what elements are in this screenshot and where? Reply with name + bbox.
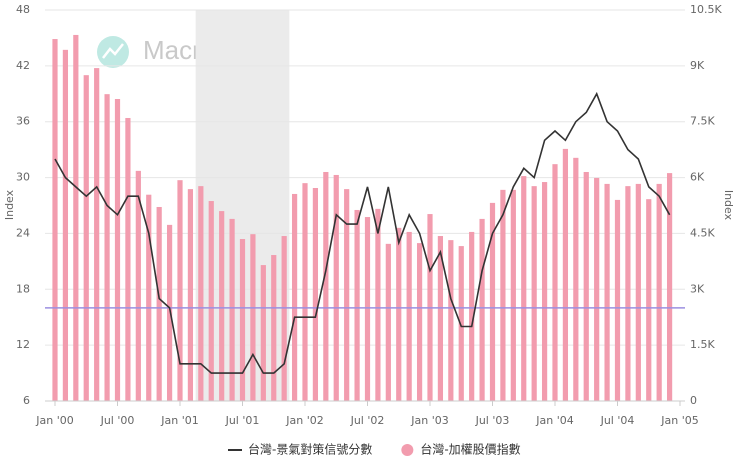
bar xyxy=(104,94,110,402)
bar xyxy=(385,243,391,401)
bar xyxy=(656,183,662,401)
legend-swatch xyxy=(401,444,414,456)
legend: 台灣-景氣對策信號分數 台灣-加權股價指數 xyxy=(228,442,521,457)
bar xyxy=(594,177,600,401)
y-axis-title: Index xyxy=(3,189,16,220)
bar xyxy=(114,98,121,401)
y-tick-label: 18 xyxy=(16,282,30,295)
bar xyxy=(198,186,204,401)
bar xyxy=(666,173,673,401)
bar xyxy=(260,265,266,401)
y2-tick-label: 7.5K xyxy=(690,115,715,128)
x-tick-label: Jan '03 xyxy=(410,414,448,427)
bar xyxy=(239,239,246,401)
y2-tick-label: 6K xyxy=(690,171,705,184)
x-tick-label: Jul '04 xyxy=(600,414,635,427)
x-tick-label: Jan '00 xyxy=(35,414,73,427)
bar xyxy=(396,227,402,401)
bar xyxy=(187,189,194,401)
x-tick-label: Jan '02 xyxy=(285,414,323,427)
x-tick-label: Jul '02 xyxy=(350,414,385,427)
bar xyxy=(312,187,319,401)
bar xyxy=(94,68,100,401)
bar xyxy=(531,186,537,401)
bar xyxy=(406,231,412,401)
bar xyxy=(364,217,371,401)
bar xyxy=(219,211,225,401)
bar xyxy=(583,171,589,401)
y2-tick-label: 1.5K xyxy=(690,338,715,351)
bar xyxy=(416,243,423,401)
y-tick-label: 36 xyxy=(16,115,30,128)
bar xyxy=(635,183,641,401)
bar xyxy=(344,189,350,401)
y2-tick-label: 3K xyxy=(690,282,705,295)
y-tick-label: 48 xyxy=(16,3,30,16)
bar xyxy=(125,117,131,401)
line xyxy=(54,91,671,374)
bar xyxy=(614,199,621,401)
bar xyxy=(562,148,569,401)
y-tick-label: 30 xyxy=(16,171,30,184)
y2-axis-title: Index xyxy=(722,190,735,221)
bar xyxy=(437,236,444,401)
y-tick-label: 42 xyxy=(16,59,30,72)
bar xyxy=(521,176,527,401)
bar xyxy=(448,240,454,401)
bar xyxy=(323,171,329,401)
bar xyxy=(146,194,152,401)
bar xyxy=(208,201,214,401)
x-tick-label: Jul '00 xyxy=(100,414,135,427)
bar xyxy=(646,199,652,401)
y2-tick-label: 0 xyxy=(690,394,697,407)
bar xyxy=(156,206,162,401)
x-tick-label: Jan '01 xyxy=(160,414,198,427)
bar xyxy=(73,34,79,401)
y2-tick-label: 10.5K xyxy=(690,3,722,16)
y-tick-label: 12 xyxy=(16,338,30,351)
x-tick-label: Jul '03 xyxy=(475,414,510,427)
bar xyxy=(177,180,183,401)
legend-label: 台灣-景氣對策信號分數 xyxy=(248,442,372,457)
bar xyxy=(479,218,485,401)
x-tick-label: Jan '05 xyxy=(660,414,698,427)
bar xyxy=(62,49,69,402)
bar xyxy=(489,202,496,401)
bar xyxy=(375,208,381,401)
bar xyxy=(302,183,308,401)
bar xyxy=(354,209,360,401)
bar xyxy=(500,189,506,401)
logo xyxy=(97,36,129,68)
bar xyxy=(135,170,141,401)
y-tick-label: 6 xyxy=(23,394,30,407)
bar xyxy=(52,39,58,401)
bar xyxy=(166,224,173,401)
bar xyxy=(250,234,256,401)
legend-label: 台灣-加權股價指數 xyxy=(420,442,520,457)
bar xyxy=(625,186,631,401)
bar xyxy=(573,157,579,401)
y2-tick-label: 9K xyxy=(690,59,705,72)
x-tick-label: Jan '04 xyxy=(535,414,573,427)
y-tick-label: 24 xyxy=(16,226,30,239)
bar xyxy=(291,193,298,401)
bar xyxy=(541,182,548,401)
bar xyxy=(552,164,558,401)
bar xyxy=(510,189,516,401)
bar xyxy=(271,255,277,401)
bar xyxy=(281,236,287,401)
y2-tick-label: 4.5K xyxy=(690,226,715,239)
bar xyxy=(458,246,464,401)
bar xyxy=(229,218,235,401)
bar xyxy=(333,174,339,401)
bar xyxy=(83,75,89,402)
x-tick-label: Jul '01 xyxy=(225,414,260,427)
bar xyxy=(469,231,475,401)
bar xyxy=(604,183,610,401)
